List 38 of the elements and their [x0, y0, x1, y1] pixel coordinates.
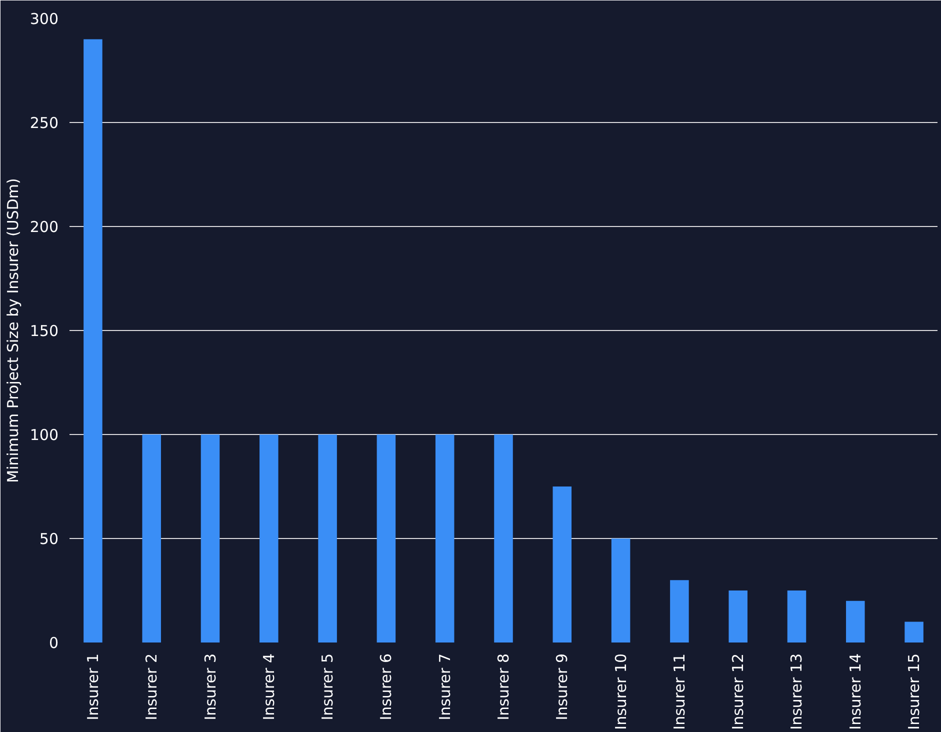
y-tick-label: 150: [30, 322, 59, 340]
x-tick-label: Insurer 12: [729, 653, 748, 730]
y-tick-label: 250: [30, 114, 59, 132]
x-tick-label: Insurer 1: [84, 654, 102, 720]
bar: [611, 538, 630, 642]
x-tick-label: Insurer 5: [318, 654, 337, 720]
bar: [318, 434, 337, 642]
x-tick-label: Insurer 9: [553, 654, 572, 720]
bar: [260, 434, 278, 642]
bar: [142, 434, 161, 642]
x-tick-label: Insurer 4: [260, 654, 278, 720]
y-tick-label: 300: [30, 10, 59, 28]
bar: [904, 622, 924, 642]
bar: [552, 486, 572, 642]
x-tick-label: Insurer 8: [494, 654, 512, 720]
bar: [376, 434, 396, 642]
x-tick-label: Insurer 7: [436, 654, 454, 720]
x-tick-label: Insurer 2: [142, 654, 161, 720]
x-tick-label: Insurer 11: [670, 653, 688, 730]
x-tick-label: Insurer 10: [612, 653, 630, 730]
x-tick-label: Insurer 15: [905, 653, 924, 730]
bar: [200, 434, 220, 642]
bar: [728, 590, 748, 642]
y-tick-label: 200: [30, 218, 59, 236]
bar: [787, 590, 806, 642]
bar: [670, 580, 689, 642]
x-tick-label: Insurer 6: [377, 654, 396, 720]
x-tick-label: Insurer 14: [846, 653, 864, 730]
y-tick-label: 0: [48, 634, 59, 652]
y-tick-label: 50: [39, 530, 59, 548]
x-tick-label: Insurer 13: [788, 653, 806, 730]
y-tick-label: 100: [30, 426, 59, 444]
bar: [846, 600, 865, 642]
bar: [84, 39, 102, 642]
y-axis-title: Minimum Project Size by Insurer (USDm): [4, 178, 22, 483]
bar: [494, 434, 513, 642]
bar: [435, 434, 454, 642]
x-tick-label: Insurer 3: [201, 654, 220, 720]
